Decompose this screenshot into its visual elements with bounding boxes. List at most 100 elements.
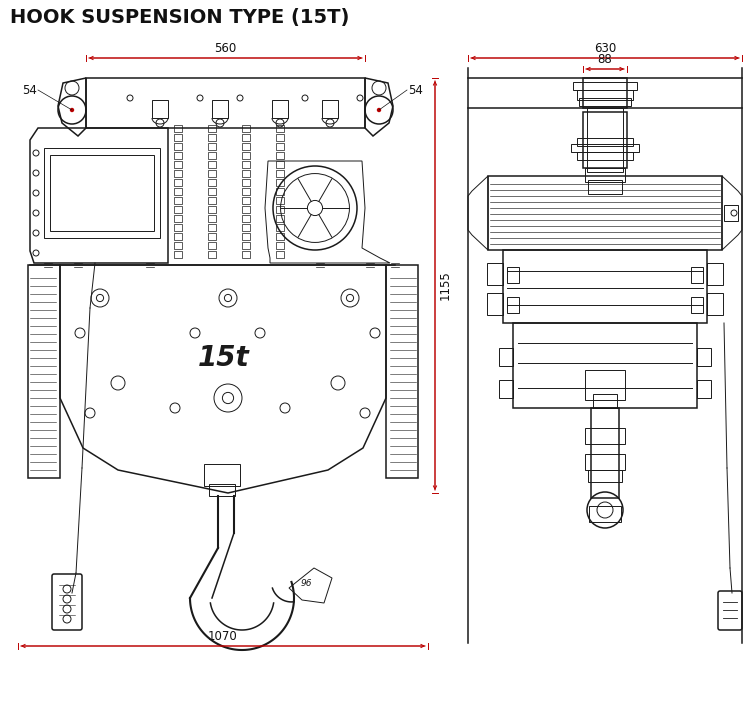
Bar: [174, 215, 182, 222]
Bar: [276, 197, 284, 204]
Bar: [276, 179, 284, 186]
Bar: [276, 206, 284, 213]
Bar: [513, 323, 697, 408]
Bar: [276, 233, 284, 240]
Bar: [588, 470, 622, 482]
Bar: [507, 297, 519, 313]
Text: 630: 630: [594, 42, 616, 55]
Bar: [242, 215, 250, 222]
Bar: [577, 152, 633, 160]
Bar: [276, 242, 284, 249]
Bar: [208, 242, 216, 249]
Bar: [242, 161, 250, 168]
Bar: [208, 197, 216, 204]
Bar: [204, 464, 240, 486]
Bar: [499, 348, 513, 366]
Bar: [272, 100, 288, 118]
Bar: [208, 215, 216, 222]
Bar: [242, 188, 250, 195]
Bar: [276, 161, 284, 168]
Bar: [174, 188, 182, 195]
Text: 1070: 1070: [208, 630, 238, 643]
Bar: [242, 233, 250, 240]
Bar: [209, 484, 235, 496]
Bar: [707, 263, 723, 285]
Bar: [691, 267, 703, 283]
Bar: [276, 125, 284, 132]
Bar: [591, 408, 619, 498]
Bar: [208, 152, 216, 159]
Bar: [697, 380, 711, 398]
Bar: [487, 293, 503, 315]
Bar: [208, 125, 216, 132]
Bar: [174, 251, 182, 258]
Bar: [507, 267, 519, 283]
Bar: [242, 197, 250, 204]
Bar: [208, 206, 216, 213]
Bar: [212, 100, 228, 118]
Bar: [208, 188, 216, 195]
Bar: [571, 144, 639, 152]
Text: 560: 560: [214, 42, 237, 55]
Bar: [208, 143, 216, 150]
Bar: [276, 152, 284, 159]
Bar: [724, 205, 738, 221]
Bar: [174, 161, 182, 168]
Bar: [208, 170, 216, 177]
Text: 54: 54: [22, 83, 37, 96]
Bar: [276, 134, 284, 141]
Bar: [276, 170, 284, 177]
Text: HOOK SUSPENSION TYPE (15T): HOOK SUSPENSION TYPE (15T): [10, 8, 350, 27]
Bar: [208, 179, 216, 186]
Bar: [242, 251, 250, 258]
Bar: [208, 224, 216, 231]
Bar: [276, 215, 284, 222]
Bar: [588, 180, 622, 194]
Bar: [585, 370, 625, 400]
Bar: [587, 108, 623, 172]
Bar: [697, 348, 711, 366]
Bar: [488, 176, 722, 250]
Bar: [503, 250, 707, 323]
Bar: [585, 428, 625, 444]
Bar: [589, 506, 621, 522]
Bar: [174, 170, 182, 177]
Bar: [50, 155, 154, 231]
Bar: [174, 233, 182, 240]
Bar: [174, 206, 182, 213]
Circle shape: [377, 108, 380, 111]
Bar: [242, 170, 250, 177]
Bar: [583, 78, 627, 108]
Bar: [593, 394, 617, 408]
Bar: [174, 197, 182, 204]
Bar: [174, 152, 182, 159]
Circle shape: [70, 108, 74, 111]
Bar: [276, 188, 284, 195]
Bar: [174, 242, 182, 249]
Bar: [208, 251, 216, 258]
Bar: [386, 265, 418, 478]
Bar: [242, 179, 250, 186]
Bar: [707, 293, 723, 315]
Bar: [691, 297, 703, 313]
Bar: [276, 143, 284, 150]
Bar: [242, 134, 250, 141]
Text: 15t: 15t: [198, 344, 250, 372]
Bar: [242, 206, 250, 213]
Bar: [208, 134, 216, 141]
Bar: [86, 78, 365, 128]
Bar: [174, 179, 182, 186]
Bar: [577, 90, 633, 100]
Bar: [276, 224, 284, 231]
Bar: [573, 82, 637, 90]
Bar: [174, 134, 182, 141]
Bar: [585, 168, 625, 182]
Bar: [174, 143, 182, 150]
Bar: [579, 98, 631, 106]
Bar: [242, 152, 250, 159]
Bar: [208, 233, 216, 240]
Bar: [242, 125, 250, 132]
Bar: [44, 148, 160, 238]
Text: 88: 88: [598, 53, 612, 66]
Bar: [487, 263, 503, 285]
